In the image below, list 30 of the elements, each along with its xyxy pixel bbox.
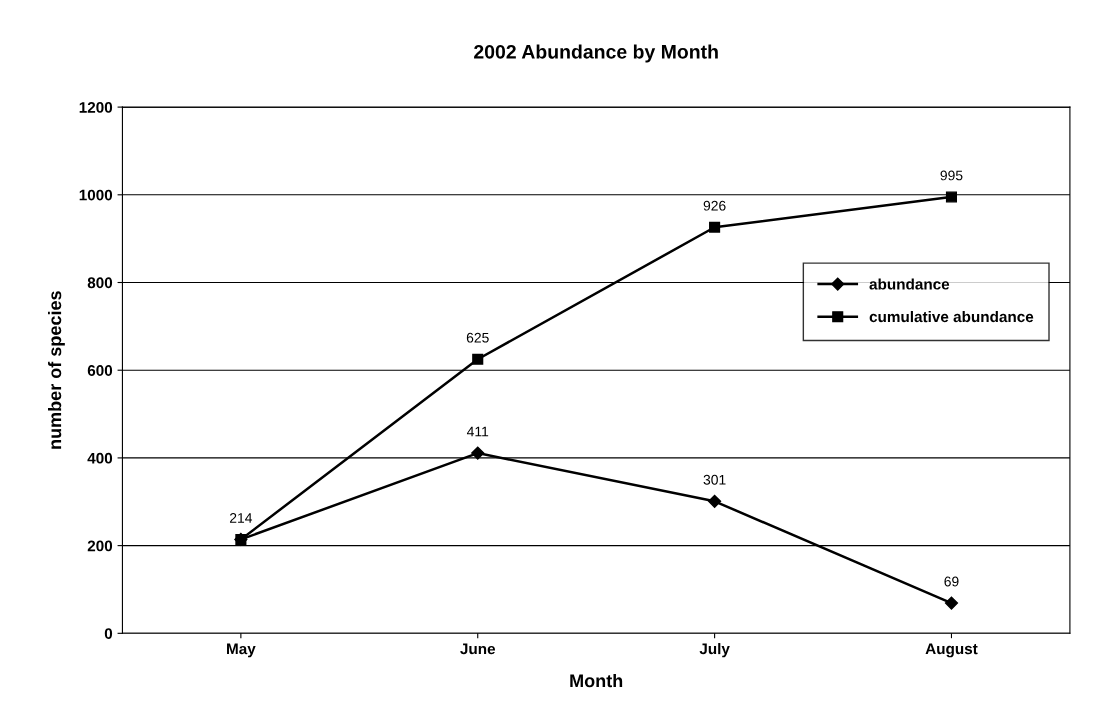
y-axis-title: number of species — [48, 291, 65, 449]
x-tick-label: July — [699, 643, 730, 658]
x-axis-title: Month — [570, 673, 623, 688]
point — [471, 446, 485, 460]
y-tick-label: 0 — [104, 628, 113, 639]
data-label: 301 — [703, 474, 726, 485]
y-tick-label: 400 — [87, 452, 113, 464]
legend-label: cumulative abundance — [869, 310, 1034, 323]
point — [945, 191, 958, 203]
legend-label: abundance — [869, 278, 950, 290]
point — [944, 596, 959, 610]
x-tick-label: May — [227, 643, 256, 658]
x-tick-label: August — [925, 643, 978, 658]
point — [235, 533, 247, 546]
y-tick-label: 200 — [87, 540, 113, 552]
x-tick-label: June — [460, 643, 496, 655]
point — [472, 353, 484, 365]
y-tick-label: 1000 — [79, 189, 113, 201]
data-label: 69 — [944, 576, 959, 587]
data-label: 411 — [466, 426, 489, 437]
data-label: 214 — [229, 513, 253, 523]
chart-title: 2002 Abundance by Month — [474, 44, 718, 63]
y-tick-label: 600 — [87, 365, 113, 376]
y-tick-label: 1200 — [79, 101, 113, 113]
point — [708, 494, 722, 508]
data-label: 625 — [466, 332, 489, 343]
data-label: 995 — [940, 170, 963, 181]
point — [709, 221, 721, 233]
y-tick-label: 800 — [87, 277, 113, 289]
data-label: 926 — [703, 200, 726, 211]
